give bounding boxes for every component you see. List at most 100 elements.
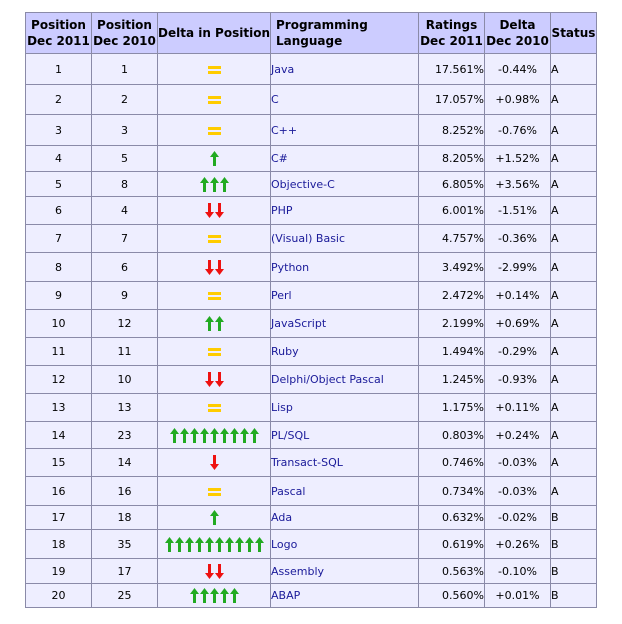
- language-cell: C#: [270, 145, 419, 172]
- rating-cell: 6.001%: [418, 196, 485, 225]
- position-2010-cell: 23: [91, 421, 158, 449]
- green-up-arrow-icon: [219, 176, 229, 192]
- green-up-arrow-icon: [209, 151, 219, 166]
- status-cell: A: [550, 421, 597, 449]
- red-down-arrow-icon: [204, 259, 214, 275]
- position-2011-cell: 1: [25, 53, 92, 85]
- delta-position-cell: [157, 337, 271, 366]
- position-2010-cell: 18: [91, 505, 158, 530]
- green-up-arrow-icon: [244, 536, 254, 552]
- delta-rating-cell: +0.01%: [484, 583, 551, 608]
- position-2011-cell: 7: [25, 224, 92, 253]
- table-row: 3 3 C++ 8.252% -0.76% A: [25, 114, 597, 146]
- position-2010-cell: 35: [91, 529, 158, 559]
- position-2011-cell: 17: [25, 505, 92, 530]
- status-cell: A: [550, 448, 597, 477]
- trend-indicator: [207, 404, 221, 412]
- table-row: 20 25 ABAP 0.560% +0.01% B: [25, 583, 597, 608]
- header-position-2011-line2: Dec 2011: [27, 34, 90, 48]
- position-2011-cell: 9: [25, 281, 92, 310]
- position-2011-cell: 2: [25, 84, 92, 115]
- position-2011-cell: 15: [25, 448, 92, 477]
- rating-cell: 17.057%: [418, 84, 485, 115]
- language-cell: C++: [270, 114, 419, 146]
- status-cell: B: [550, 558, 597, 584]
- table-row: 12 10 Delphi/Object Pascal 1.245% -0.93% A: [25, 365, 597, 394]
- language-cell: C: [270, 84, 419, 115]
- delta-rating-cell: -0.29%: [484, 337, 551, 366]
- delta-position-cell: [157, 281, 271, 310]
- rating-cell: 8.252%: [418, 114, 485, 146]
- delta-position-cell: [157, 476, 271, 506]
- position-2011-cell: 16: [25, 476, 92, 506]
- green-up-arrow-icon: [174, 536, 184, 552]
- table-row: 7 7 (Visual) Basic 4.757% -0.36% A: [25, 224, 597, 253]
- table-row: 17 18 Ada 0.632% -0.02% B: [25, 505, 597, 530]
- rating-cell: 0.803%: [418, 421, 485, 449]
- delta-rating-cell: -0.76%: [484, 114, 551, 146]
- table-row: 2 2 C 17.057% +0.98% A: [25, 84, 597, 115]
- position-2011-cell: 12: [25, 365, 92, 394]
- rating-cell: 0.734%: [418, 476, 485, 506]
- rating-cell: 0.746%: [418, 448, 485, 477]
- header-ratings-line1: Ratings: [425, 18, 478, 32]
- table-row: 9 9 Perl 2.472% +0.14% A: [25, 281, 597, 310]
- table-row: 18 35 Logo 0.619% +0.26% B: [25, 529, 597, 559]
- delta-position-cell: [157, 505, 271, 530]
- delta-rating-cell: -0.03%: [484, 476, 551, 506]
- header-status: Status: [550, 12, 597, 54]
- language-cell: PL/SQL: [270, 421, 419, 449]
- language-cell: Java: [270, 53, 419, 85]
- rating-cell: 0.563%: [418, 558, 485, 584]
- delta-rating-cell: +1.52%: [484, 145, 551, 172]
- rating-cell: 1.494%: [418, 337, 485, 366]
- status-cell: A: [550, 171, 597, 197]
- position-2011-cell: 5: [25, 171, 92, 197]
- delta-position-cell: [157, 53, 271, 85]
- rating-cell: 0.619%: [418, 529, 485, 559]
- position-2010-cell: 4: [91, 196, 158, 225]
- language-cell: Lisp: [270, 393, 419, 422]
- yellow-equals-icon: [207, 65, 221, 74]
- green-up-arrow-icon: [254, 536, 264, 552]
- position-2010-cell: 13: [91, 393, 158, 422]
- status-cell: A: [550, 365, 597, 394]
- header-delta-ratings-line1: Delta: [499, 18, 536, 32]
- status-cell: A: [550, 196, 597, 225]
- green-up-arrow-icon: [184, 536, 194, 552]
- delta-position-cell: [157, 84, 271, 115]
- position-2010-cell: 2: [91, 84, 158, 115]
- header-ratings: Ratings Dec 2011: [418, 12, 485, 54]
- position-2011-cell: 11: [25, 337, 92, 366]
- language-cell: Transact-SQL: [270, 448, 419, 477]
- red-down-arrow-icon: [204, 372, 214, 387]
- position-2010-cell: 10: [91, 365, 158, 394]
- table-body: 1 1 Java 17.561% -0.44% A 2 2 C 17.057% +0.98% A 3 3 C…: [25, 53, 597, 608]
- table-row: 1 1 Java 17.561% -0.44% A: [25, 53, 597, 85]
- green-up-arrow-icon: [209, 588, 219, 603]
- red-down-arrow-icon: [214, 203, 224, 218]
- language-cell: Assembly: [270, 558, 419, 584]
- language-cell: PHP: [270, 196, 419, 225]
- rating-cell: 2.199%: [418, 309, 485, 338]
- delta-position-cell: [157, 171, 271, 197]
- language-cell: Logo: [270, 529, 419, 559]
- status-cell: A: [550, 145, 597, 172]
- delta-rating-cell: -2.99%: [484, 252, 551, 282]
- green-up-arrow-icon: [209, 176, 219, 192]
- position-2010-cell: 6: [91, 252, 158, 282]
- rating-cell: 0.632%: [418, 505, 485, 530]
- green-up-arrow-icon: [199, 427, 209, 443]
- table-row: 15 14 Transact-SQL 0.746% -0.03% A: [25, 448, 597, 477]
- delta-rating-cell: -0.10%: [484, 558, 551, 584]
- trend-indicator: [207, 292, 221, 300]
- delta-rating-cell: -0.36%: [484, 224, 551, 253]
- position-2011-cell: 6: [25, 196, 92, 225]
- delta-position-cell: [157, 145, 271, 172]
- table-row: 6 4 PHP 6.001% -1.51% A: [25, 196, 597, 225]
- rating-cell: 0.560%: [418, 583, 485, 608]
- yellow-equals-icon: [207, 235, 221, 243]
- trend-indicator: [209, 455, 219, 470]
- header-delta-ratings: Delta Dec 2010: [484, 12, 551, 54]
- position-2010-cell: 14: [91, 448, 158, 477]
